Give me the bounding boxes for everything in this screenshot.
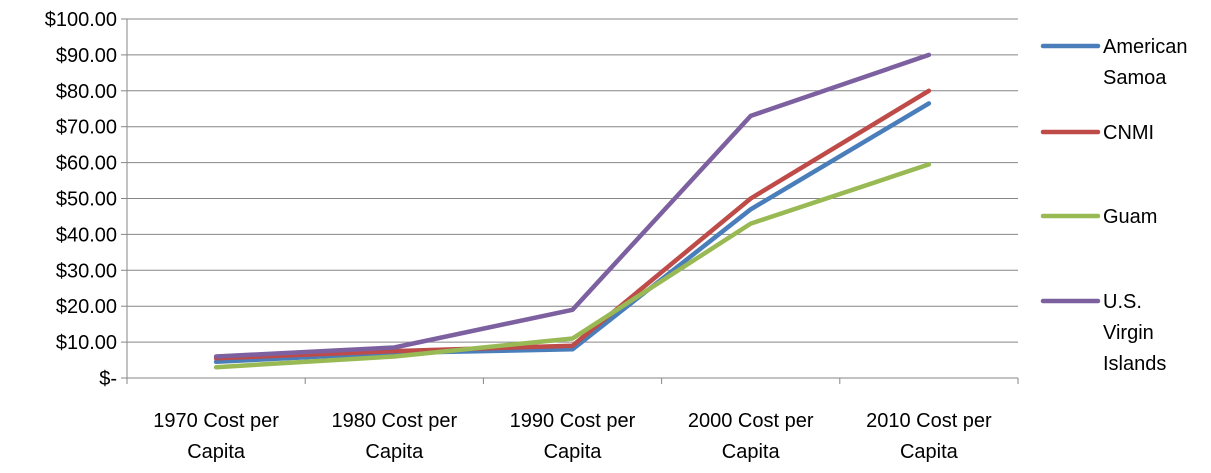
axes <box>121 18 1019 384</box>
legend-label: Guam <box>1103 206 1157 228</box>
y-axis-tick-labels: $- $10.00 $20.00 $30.00 $40.00 $50.00 $60.00 $7… <box>45 9 117 390</box>
y-tick-label: $30.00 <box>56 260 117 282</box>
series-line-0 <box>213 101 932 365</box>
y-tick-label: $80.00 <box>56 81 117 103</box>
series-line-3 <box>213 52 932 359</box>
data-series <box>213 52 932 370</box>
legend-label: CNMI <box>1103 122 1154 144</box>
y-tick-label: $10.00 <box>56 332 117 354</box>
legend-label: U.S. Virgin Islands <box>1103 291 1166 375</box>
y-tick-label: $100.00 <box>45 9 117 31</box>
y-tick-label: $60.00 <box>56 153 117 175</box>
x-tick-label: 1990 Cost per Capita <box>510 410 636 463</box>
y-tick-label: $40.00 <box>56 224 117 246</box>
legend: American Samoa CNMI Guam U.S. Virgin Islands <box>1040 36 1187 375</box>
series-line-1 <box>213 88 932 361</box>
y-tick-label: $20.00 <box>56 296 117 318</box>
y-tick-label: $70.00 <box>56 117 117 139</box>
y-tick-label: $- <box>99 368 117 390</box>
gridlines <box>127 18 1018 343</box>
legend-label: American Samoa <box>1103 36 1187 89</box>
x-tick-label: 1970 Cost per Capita <box>153 410 279 463</box>
x-tick-label: 1980 Cost per Capita <box>331 410 457 463</box>
x-tick-label: 2000 Cost per Capita <box>688 410 814 463</box>
x-axis-tick-labels: 1970 Cost per Capita 1980 Cost per Capita 19… <box>153 410 992 463</box>
y-tick-label: $50.00 <box>56 189 117 211</box>
y-tick-label: $90.00 <box>56 45 117 67</box>
x-tick-label: 2010 Cost per Capita <box>866 410 992 463</box>
series-line-2 <box>213 162 932 370</box>
